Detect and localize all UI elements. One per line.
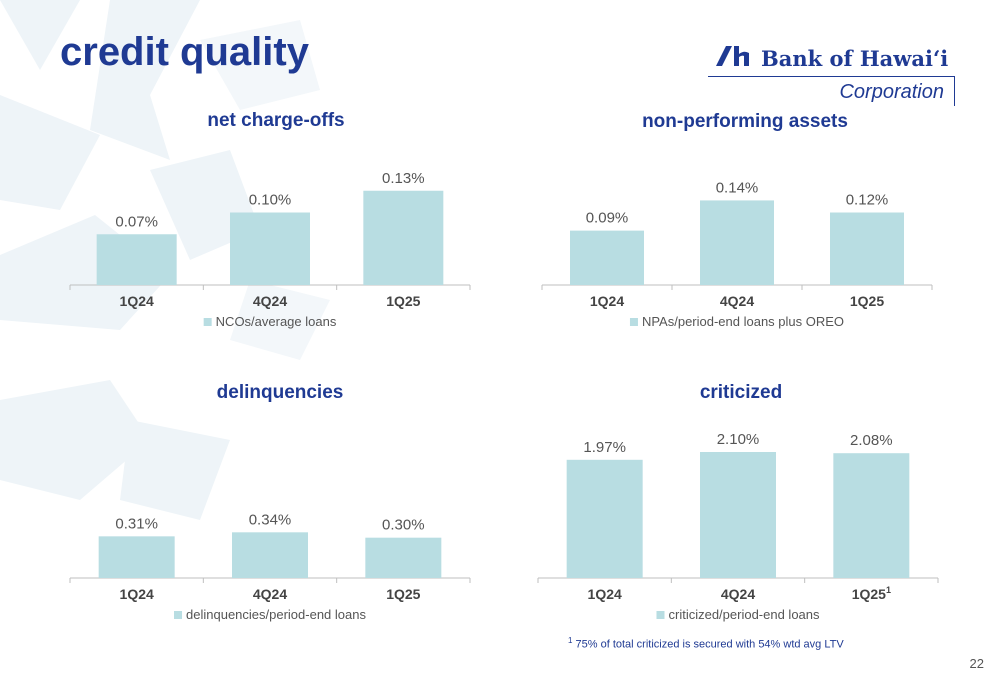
bar (365, 537, 442, 578)
data-label: 2.08% (850, 432, 893, 449)
legend-label: delinquencies/period-end loans (186, 607, 366, 622)
category-label: 1Q251 (852, 585, 891, 602)
bar (570, 230, 644, 285)
data-label: 0.09% (586, 210, 629, 227)
legend: NPAs/period-end loans plus OREO (629, 314, 844, 329)
chart-title-criticized: criticized (699, 382, 783, 403)
legend-swatch (656, 611, 665, 619)
legend-swatch (174, 611, 183, 619)
logo-rule-vertical (954, 76, 955, 106)
data-label: 0.10% (249, 192, 292, 209)
bar (98, 536, 175, 578)
bar (363, 190, 444, 285)
slide-title: credit quality (60, 30, 309, 74)
category-label: 4Q24 (253, 293, 287, 309)
legend-label: NPAs/period-end loans plus OREO (642, 314, 844, 329)
footnote-text: 75% of total criticized is secured with … (575, 638, 844, 651)
logo-rule (708, 76, 954, 77)
data-label: 0.14% (716, 179, 759, 196)
bank-logo-name: Bank of Hawaiʻi (761, 46, 949, 71)
data-label: 2.10% (717, 431, 760, 448)
category-label: 1Q25 (386, 293, 420, 309)
bar (566, 459, 643, 578)
net-charge-offs-chart: 0.07% 1Q24 0.10% 4Q24 0.13% 1Q25 NCOs/average … (69, 170, 471, 329)
data-label: 0.31% (115, 515, 158, 532)
category-label: 1Q25 (850, 293, 884, 309)
legend: criticized/period-end loans (656, 607, 820, 622)
bank-logo-corporation: Corporation (839, 81, 944, 103)
delinquencies-chart: 0.31% 1Q24 0.34% 4Q24 0.30% 1Q25 delinquencies… (69, 511, 471, 622)
category-label: 1Q25 (386, 586, 420, 602)
category-label: 1Q24 (590, 293, 624, 309)
page-number: 22 (969, 656, 984, 671)
chart-title-net-charge-offs: net charge-offs (207, 110, 345, 131)
legend-swatch (203, 318, 212, 326)
category-label: 1Q24 (588, 586, 622, 602)
bank-logo-icon (716, 46, 749, 66)
chart-title-non-performing-assets: non-performing assets (642, 111, 848, 132)
data-label: 0.07% (115, 213, 158, 230)
category-footnote-marker: 1 (886, 585, 891, 595)
legend-label: criticized/period-end loans (668, 607, 820, 622)
bar (830, 212, 904, 285)
chart-title-delinquencies: delinquencies (216, 382, 344, 403)
non-performing-assets-chart: 0.09% 1Q24 0.14% 4Q24 0.12% 1Q25 NPAs/period-e… (541, 179, 933, 329)
data-label: 1.97% (583, 439, 626, 456)
footnote: 1 75% of total criticized is secured wit… (568, 636, 844, 651)
legend-label: NCOs/average loans (216, 314, 337, 329)
footnote-marker: 1 (568, 636, 573, 645)
bar (96, 234, 177, 285)
category-label: 1Q24 (120, 293, 154, 309)
criticized-chart: 1.97% 1Q24 2.10% 4Q24 2.08% 1Q251 criticized/p… (537, 431, 939, 622)
legend: delinquencies/period-end loans (174, 607, 366, 622)
legend-swatch (629, 318, 638, 326)
bar (230, 212, 310, 285)
category-label: 4Q24 (720, 293, 754, 309)
bank-logo: Bank of Hawaiʻi Corporation (708, 40, 958, 106)
legend: NCOs/average loans (203, 314, 337, 329)
data-label: 0.30% (382, 517, 425, 534)
data-label: 0.34% (249, 511, 292, 528)
category-label: 4Q24 (253, 586, 287, 602)
bar (232, 532, 308, 578)
bar (833, 453, 910, 578)
category-label: 4Q24 (721, 586, 755, 602)
data-label: 0.13% (382, 170, 425, 187)
data-label: 0.12% (846, 192, 889, 209)
category-label: 1Q24 (120, 586, 154, 602)
bar (700, 452, 776, 578)
bar (700, 200, 774, 285)
